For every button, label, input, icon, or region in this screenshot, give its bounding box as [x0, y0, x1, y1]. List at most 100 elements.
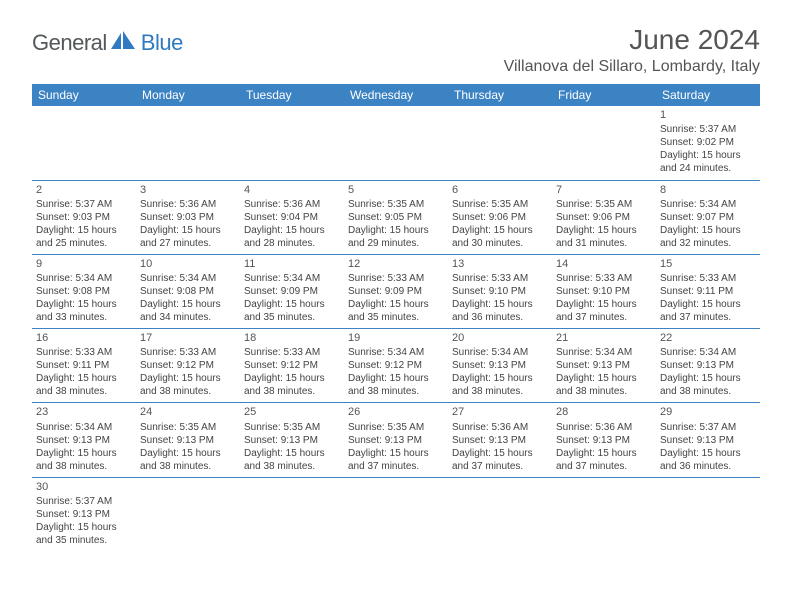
sunset-line: Sunset: 9:13 PM — [556, 434, 652, 447]
day-number: 1 — [660, 108, 756, 122]
calendar-cell: 12Sunrise: 5:33 AMSunset: 9:09 PMDayligh… — [344, 254, 448, 328]
sunrise-line: Sunrise: 5:35 AM — [140, 421, 236, 434]
day-number: 25 — [244, 405, 340, 419]
daylight-line: Daylight: 15 hours and 30 minutes. — [452, 224, 548, 250]
sunset-line: Sunset: 9:11 PM — [660, 285, 756, 298]
day-number: 17 — [140, 331, 236, 345]
daylight-line: Daylight: 15 hours and 29 minutes. — [348, 224, 444, 250]
sunrise-line: Sunrise: 5:36 AM — [452, 421, 548, 434]
daylight-line: Daylight: 15 hours and 34 minutes. — [140, 298, 236, 324]
calendar-cell — [240, 477, 344, 551]
daylight-line: Daylight: 15 hours and 24 minutes. — [660, 149, 756, 175]
calendar-cell — [136, 477, 240, 551]
sunrise-line: Sunrise: 5:33 AM — [556, 272, 652, 285]
calendar-cell: 13Sunrise: 5:33 AMSunset: 9:10 PMDayligh… — [448, 254, 552, 328]
calendar-cell — [240, 106, 344, 180]
day-header: Tuesday — [240, 84, 344, 106]
day-number: 10 — [140, 257, 236, 271]
day-number: 18 — [244, 331, 340, 345]
calendar-cell: 2Sunrise: 5:37 AMSunset: 9:03 PMDaylight… — [32, 180, 136, 254]
sunset-line: Sunset: 9:04 PM — [244, 211, 340, 224]
sunset-line: Sunset: 9:13 PM — [140, 434, 236, 447]
calendar-cell: 4Sunrise: 5:36 AMSunset: 9:04 PMDaylight… — [240, 180, 344, 254]
logo-text-main: General — [32, 30, 107, 56]
daylight-line: Daylight: 15 hours and 38 minutes. — [140, 372, 236, 398]
logo: General Blue — [32, 24, 183, 56]
daylight-line: Daylight: 15 hours and 38 minutes. — [36, 372, 132, 398]
daylight-line: Daylight: 15 hours and 27 minutes. — [140, 224, 236, 250]
sunrise-line: Sunrise: 5:37 AM — [36, 198, 132, 211]
calendar-cell — [32, 106, 136, 180]
sunset-line: Sunset: 9:10 PM — [556, 285, 652, 298]
calendar-head: SundayMondayTuesdayWednesdayThursdayFrid… — [32, 84, 760, 106]
daylight-line: Daylight: 15 hours and 25 minutes. — [36, 224, 132, 250]
day-number: 5 — [348, 183, 444, 197]
calendar-cell: 25Sunrise: 5:35 AMSunset: 9:13 PMDayligh… — [240, 403, 344, 477]
day-number: 20 — [452, 331, 548, 345]
sunset-line: Sunset: 9:13 PM — [36, 508, 132, 521]
sunrise-line: Sunrise: 5:34 AM — [244, 272, 340, 285]
sunset-line: Sunset: 9:07 PM — [660, 211, 756, 224]
day-number: 21 — [556, 331, 652, 345]
sunrise-line: Sunrise: 5:33 AM — [348, 272, 444, 285]
day-number: 6 — [452, 183, 548, 197]
calendar-cell: 17Sunrise: 5:33 AMSunset: 9:12 PMDayligh… — [136, 329, 240, 403]
sunrise-line: Sunrise: 5:33 AM — [660, 272, 756, 285]
sunrise-line: Sunrise: 5:35 AM — [452, 198, 548, 211]
daylight-line: Daylight: 15 hours and 38 minutes. — [244, 447, 340, 473]
logo-text-sub: Blue — [141, 30, 183, 56]
sunrise-line: Sunrise: 5:35 AM — [556, 198, 652, 211]
daylight-line: Daylight: 15 hours and 38 minutes. — [244, 372, 340, 398]
calendar-cell: 1Sunrise: 5:37 AMSunset: 9:02 PMDaylight… — [656, 106, 760, 180]
calendar-cell: 5Sunrise: 5:35 AMSunset: 9:05 PMDaylight… — [344, 180, 448, 254]
day-header: Thursday — [448, 84, 552, 106]
day-number: 30 — [36, 480, 132, 494]
sunrise-line: Sunrise: 5:34 AM — [140, 272, 236, 285]
calendar-cell — [344, 477, 448, 551]
day-number: 29 — [660, 405, 756, 419]
day-header: Wednesday — [344, 84, 448, 106]
calendar-cell: 20Sunrise: 5:34 AMSunset: 9:13 PMDayligh… — [448, 329, 552, 403]
sunrise-line: Sunrise: 5:34 AM — [348, 346, 444, 359]
sunrise-line: Sunrise: 5:36 AM — [244, 198, 340, 211]
sunset-line: Sunset: 9:05 PM — [348, 211, 444, 224]
sunset-line: Sunset: 9:13 PM — [452, 359, 548, 372]
sunset-line: Sunset: 9:03 PM — [140, 211, 236, 224]
daylight-line: Daylight: 15 hours and 36 minutes. — [452, 298, 548, 324]
calendar-table: SundayMondayTuesdayWednesdayThursdayFrid… — [32, 84, 760, 551]
calendar-cell: 21Sunrise: 5:34 AMSunset: 9:13 PMDayligh… — [552, 329, 656, 403]
calendar-cell — [552, 106, 656, 180]
calendar-cell: 6Sunrise: 5:35 AMSunset: 9:06 PMDaylight… — [448, 180, 552, 254]
sunset-line: Sunset: 9:10 PM — [452, 285, 548, 298]
daylight-line: Daylight: 15 hours and 33 minutes. — [36, 298, 132, 324]
calendar-cell — [136, 106, 240, 180]
day-number: 2 — [36, 183, 132, 197]
day-number: 9 — [36, 257, 132, 271]
day-number: 13 — [452, 257, 548, 271]
daylight-line: Daylight: 15 hours and 38 minutes. — [556, 372, 652, 398]
calendar-cell: 8Sunrise: 5:34 AMSunset: 9:07 PMDaylight… — [656, 180, 760, 254]
daylight-line: Daylight: 15 hours and 38 minutes. — [140, 447, 236, 473]
daylight-line: Daylight: 15 hours and 35 minutes. — [36, 521, 132, 547]
calendar-cell: 24Sunrise: 5:35 AMSunset: 9:13 PMDayligh… — [136, 403, 240, 477]
page-title: June 2024 — [504, 24, 760, 56]
sunset-line: Sunset: 9:13 PM — [660, 359, 756, 372]
calendar-cell: 16Sunrise: 5:33 AMSunset: 9:11 PMDayligh… — [32, 329, 136, 403]
calendar-cell: 19Sunrise: 5:34 AMSunset: 9:12 PMDayligh… — [344, 329, 448, 403]
sunset-line: Sunset: 9:09 PM — [348, 285, 444, 298]
calendar-cell: 9Sunrise: 5:34 AMSunset: 9:08 PMDaylight… — [32, 254, 136, 328]
day-header: Sunday — [32, 84, 136, 106]
sunset-line: Sunset: 9:12 PM — [244, 359, 340, 372]
sunset-line: Sunset: 9:06 PM — [556, 211, 652, 224]
daylight-line: Daylight: 15 hours and 35 minutes. — [244, 298, 340, 324]
calendar-cell: 15Sunrise: 5:33 AMSunset: 9:11 PMDayligh… — [656, 254, 760, 328]
sunrise-line: Sunrise: 5:33 AM — [244, 346, 340, 359]
sunset-line: Sunset: 9:06 PM — [452, 211, 548, 224]
calendar-cell: 18Sunrise: 5:33 AMSunset: 9:12 PMDayligh… — [240, 329, 344, 403]
sunset-line: Sunset: 9:11 PM — [36, 359, 132, 372]
sunrise-line: Sunrise: 5:35 AM — [348, 198, 444, 211]
day-number: 14 — [556, 257, 652, 271]
title-block: June 2024 Villanova del Sillaro, Lombard… — [504, 24, 760, 76]
calendar-body: 1Sunrise: 5:37 AMSunset: 9:02 PMDaylight… — [32, 106, 760, 551]
day-number: 4 — [244, 183, 340, 197]
